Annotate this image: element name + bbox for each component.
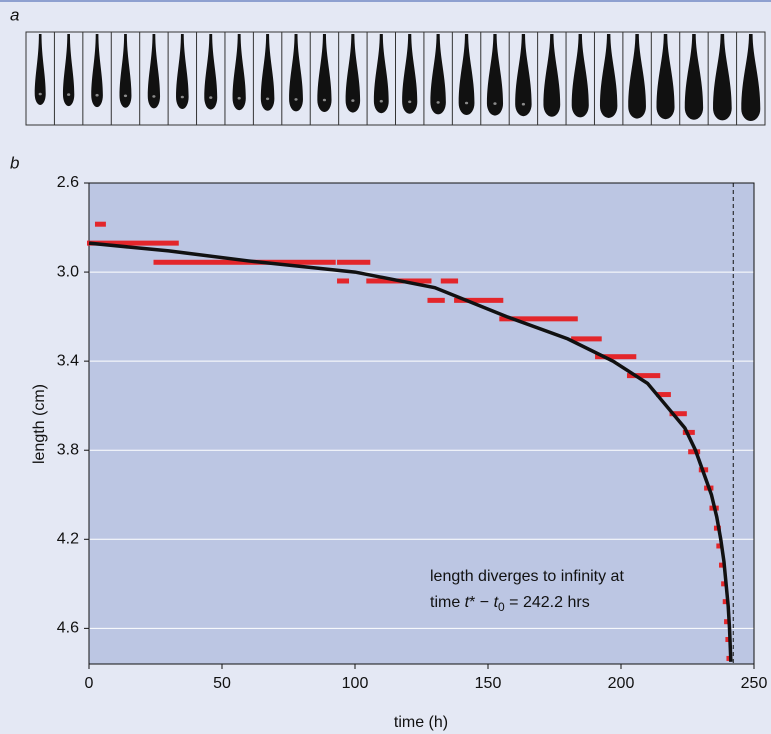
measurement [722,599,729,605]
measurement [87,240,179,246]
y-tick-label: 3.8 [57,441,79,458]
annotation-part: − [475,594,493,611]
drop [317,34,332,112]
annotation-part: t [494,594,499,611]
drop [430,34,446,115]
drop [713,34,732,121]
measurement [724,619,730,625]
drop-highlight [322,98,327,102]
drop-highlight [265,97,270,101]
measurement [721,581,727,587]
y-tick-label: 4.2 [57,531,79,548]
drop [684,34,704,120]
drop-highlight [123,94,128,98]
fit-curve [88,241,733,662]
drop [458,34,475,116]
annotation-part: t [465,594,470,611]
plot: 2.6 3.0 3.4 3.8 4.2 4.6 0 50 100 150 200 250 [57,174,768,692]
drop [486,34,504,116]
annotation: time t* − t0 = 242.2 hrs [430,594,590,614]
drop [543,34,561,117]
panel-label: b [10,153,19,172]
drop-highlight [493,102,497,105]
drop-highlight [464,101,469,105]
drop [260,34,275,111]
measurement [440,278,459,284]
drop-highlight [294,98,298,101]
y-tick-label: 3.0 [57,263,79,280]
annotation: length diverges to infinity at [430,568,624,585]
drop-highlight [95,93,99,97]
drop-highlight [351,99,355,102]
x-tick-label: 250 [741,675,768,692]
drop-frames [25,31,766,126]
x-tick-label: 100 [342,675,369,692]
drop [599,34,618,118]
drop [232,34,246,111]
measurement [688,449,701,455]
measurement [595,354,637,360]
drop-highlight [237,96,241,100]
drop [515,34,532,117]
x-tick-label: 200 [608,675,635,692]
drop-highlight [209,96,213,99]
measurement [427,297,445,303]
drop [62,34,75,107]
annotation-part: 0 [498,600,505,614]
annotation-part: = [505,594,523,611]
measurement [656,392,671,398]
annotation-part: time [430,594,465,611]
drop [373,34,389,114]
drop-highlight [180,95,184,99]
drop [656,34,675,120]
annotation-value: 242.2 [523,594,563,611]
drop [289,34,303,112]
x-axis-label: time (h) [394,714,448,731]
measurement [94,221,106,227]
drop [628,34,646,119]
y-tick-label: 3.4 [57,352,79,369]
measurement [719,562,726,568]
drop [345,34,361,113]
measurement [669,411,687,417]
drop-highlight [38,92,42,96]
drop [34,34,46,106]
panel-label: a [10,5,19,24]
drop-highlight [67,93,71,96]
drop-highlight [408,100,412,104]
measurement [454,297,504,303]
measurement [725,637,731,643]
plot-frame [88,182,755,665]
measurement [153,259,336,265]
x-tick-label: 50 [213,675,231,692]
y-tick-label: 4.6 [57,620,79,637]
annotation-part: hrs [563,594,590,611]
drop [91,34,103,108]
drop-highlight [521,102,526,106]
drop [571,34,589,118]
drop-highlight [152,95,156,98]
drop [741,34,761,122]
y-axis-label: length (cm) [31,384,48,464]
y-tick-label: 2.6 [57,174,79,191]
drop-highlight [379,99,383,103]
measurement [337,278,350,284]
measurement [571,336,602,342]
measurement [716,543,723,549]
measurement [337,259,371,265]
drop [204,34,218,110]
drop [402,34,418,114]
measurement [626,373,661,379]
drop [119,34,132,108]
drop-highlight [436,101,440,104]
drop [176,34,189,110]
x-tick-label: 150 [475,675,502,692]
drop [147,34,161,109]
measurement [499,316,578,322]
x-tick-label: 0 [85,675,94,692]
annotation-part: * [469,594,475,611]
